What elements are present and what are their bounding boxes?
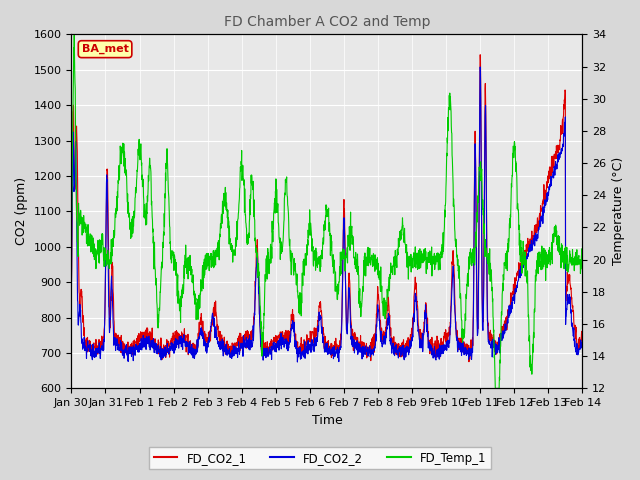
Title: FD Chamber A CO2 and Temp: FD Chamber A CO2 and Temp <box>224 15 430 29</box>
Y-axis label: Temperature (°C): Temperature (°C) <box>612 157 625 265</box>
Text: BA_met: BA_met <box>82 44 129 54</box>
Y-axis label: CO2 (ppm): CO2 (ppm) <box>15 177 28 245</box>
Legend: FD_CO2_1, FD_CO2_2, FD_Temp_1: FD_CO2_1, FD_CO2_2, FD_Temp_1 <box>149 447 491 469</box>
X-axis label: Time: Time <box>312 414 342 427</box>
